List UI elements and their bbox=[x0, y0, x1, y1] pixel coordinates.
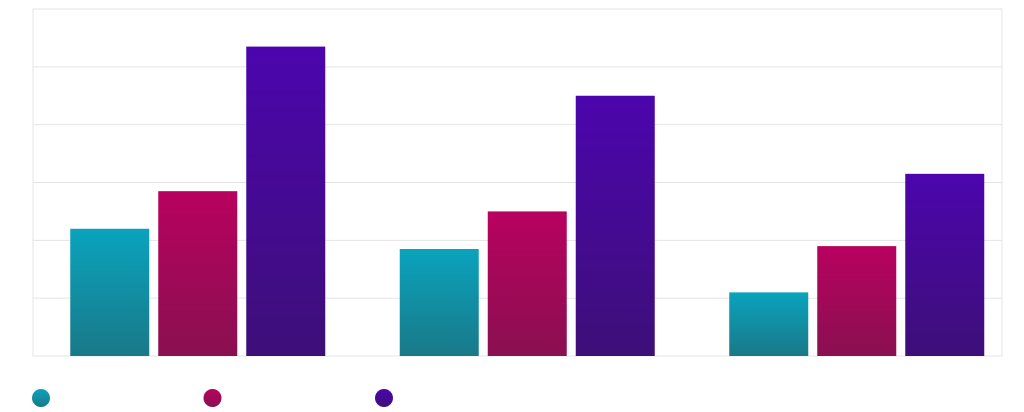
bar bbox=[905, 173, 985, 356]
bar bbox=[246, 46, 326, 356]
bar bbox=[158, 191, 238, 356]
bar bbox=[817, 246, 897, 356]
bar bbox=[487, 211, 567, 356]
legend-marker bbox=[375, 389, 393, 407]
bar bbox=[729, 292, 809, 356]
bar bbox=[575, 95, 655, 356]
bar bbox=[70, 228, 150, 356]
legend-marker bbox=[203, 389, 222, 407]
bar bbox=[399, 249, 479, 356]
legend-marker bbox=[32, 389, 50, 407]
